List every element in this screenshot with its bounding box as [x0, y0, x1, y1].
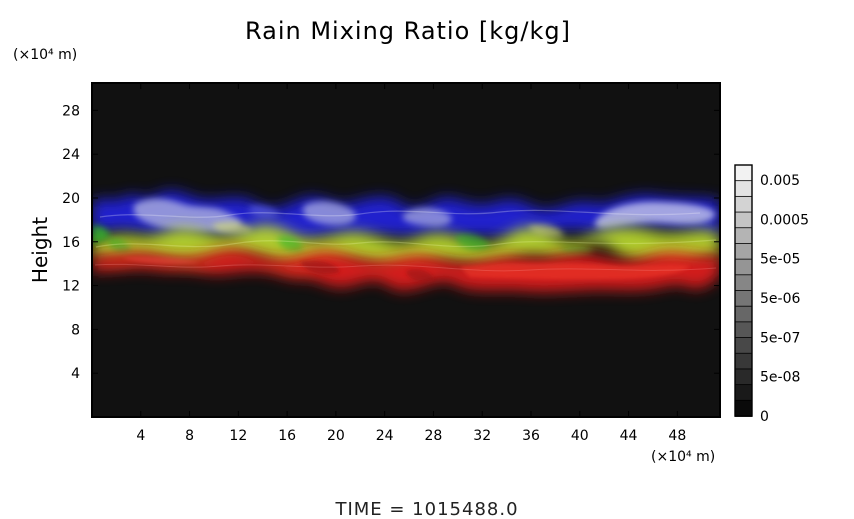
heatmap-field: [92, 191, 720, 292]
y-tick-label: 8: [71, 322, 80, 338]
y-axis-unit: (×10⁴ m): [13, 47, 77, 63]
lower-red-layer: [92, 248, 720, 292]
colorbar-tick-label: 5e-05: [760, 252, 800, 268]
colorbar-band: [734, 290, 753, 308]
time-label: TIME = 1015488.0: [334, 499, 518, 519]
x-tick-label: 8: [185, 428, 194, 444]
colorbar-tick-label: 0.005: [760, 173, 800, 189]
colorbar-band: [734, 211, 753, 229]
colorbar: [734, 164, 753, 417]
colorbar-band: [734, 180, 753, 198]
x-tick-label: 28: [425, 428, 443, 444]
x-tick-label: 36: [522, 428, 540, 444]
colorbar-tick-label: 5e-06: [760, 291, 800, 307]
y-tick-label: 16: [62, 235, 80, 251]
chart-title: Rain Mixing Ratio [kg/kg]: [245, 17, 571, 45]
y-tick-label: 28: [62, 103, 80, 119]
colorbar-band: [734, 243, 753, 261]
colorbar-band: [734, 337, 753, 355]
colorbar-tick-label: 5e-07: [760, 330, 800, 346]
y-tick-label: 24: [62, 147, 80, 163]
x-tick-label: 32: [473, 428, 491, 444]
colorbar-band: [734, 399, 753, 417]
x-tick-label: 20: [327, 428, 345, 444]
cloud-texture-streaks: [94, 209, 717, 272]
colorbar-band: [734, 164, 753, 182]
colorbar-band: [734, 352, 753, 370]
x-tick-label: 48: [668, 428, 686, 444]
y-tick-label: 4: [71, 366, 80, 382]
y-tick-label: 20: [62, 191, 80, 207]
colorbar-tick-label: 0: [760, 409, 769, 425]
colorbar-tick-label: 5e-08: [760, 370, 800, 386]
colorbar-band: [734, 321, 753, 339]
colorbar-band: [734, 258, 753, 276]
x-tick-label: 16: [278, 428, 296, 444]
y-ticks: 4 8 12 16 20 24 28: [62, 103, 720, 382]
colorbar-band: [734, 368, 753, 386]
x-tick-label: 24: [376, 428, 394, 444]
colorbar-band: [734, 305, 753, 323]
x-tick-label: 12: [229, 428, 247, 444]
colorbar-band: [734, 274, 753, 292]
colorbar-frame: [734, 164, 753, 417]
colorbar-band: [734, 195, 753, 213]
x-ticks: 4 8 12 16 20 24 28 32 36 40 44 48: [136, 83, 686, 444]
x-tick-label: 4: [136, 428, 145, 444]
y-tick-label: 12: [62, 279, 80, 295]
y-axis-label: Height: [28, 217, 52, 283]
x-axis-unit: (×10⁴ m): [651, 449, 715, 465]
colorbar-band: [734, 227, 753, 245]
colorbar-tick-label: 0.0005: [760, 212, 809, 228]
colorbar-labels: 0.005 0.0005 5e-05 5e-06 5e-07 5e-08 0: [760, 173, 809, 425]
colorbar-band: [734, 384, 753, 402]
x-tick-label: 44: [620, 428, 638, 444]
x-tick-label: 40: [571, 428, 589, 444]
